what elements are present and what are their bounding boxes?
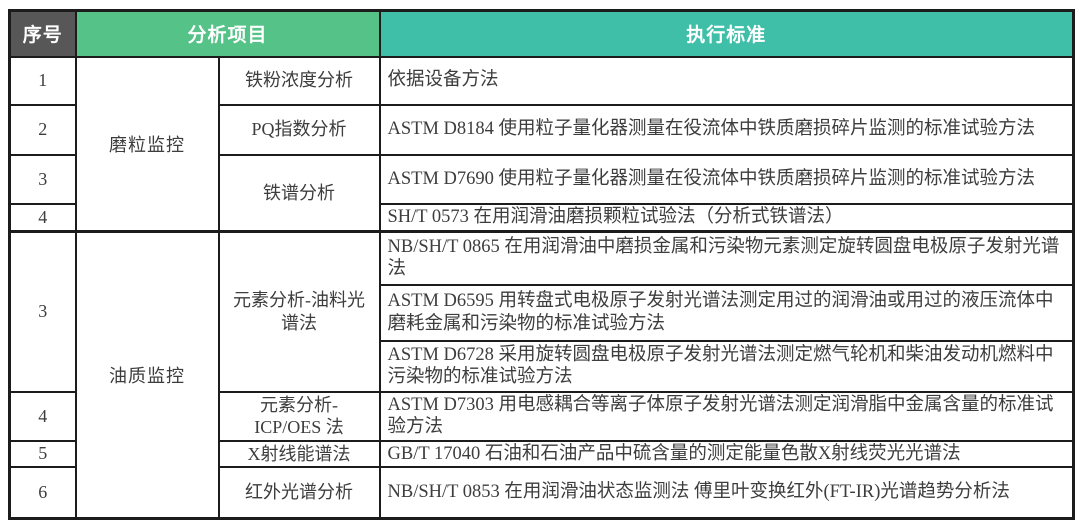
standard-cell: ASTM D8184 使用粒子量化器测量在役流体中铁质磨损碎片监测的标准试验方法 bbox=[378, 103, 1075, 156]
table-row: 4 SH/T 0573 在用润滑油磨损颗粒试验法（分析式铁谱法） bbox=[8, 202, 1075, 233]
table-row: 3 铁谱分析 ASTM D7690 使用粒子量化器测量在役流体中铁质磨损碎片监测… bbox=[8, 153, 1075, 233]
method-cell: 铁谱分析 bbox=[217, 153, 381, 233]
standard-cell: NB/SH/T 0865 在用润滑油中磨损金属和污染物元素测定旋转圆盘电极原子发… bbox=[378, 230, 1075, 286]
method-cell: PQ指数分析 bbox=[217, 103, 381, 156]
table-row: ASTM D6595 用转盘式电极原子发射光谱法测定用过的润滑油或用过的液压流体… bbox=[10, 283, 1075, 342]
standard-cell: GB/T 17040 石油和石油产品中硫含量的测定能量色散X射线荧光光谱法 bbox=[378, 439, 1075, 468]
group-cell: 油质监控 bbox=[74, 230, 220, 519]
header-row: 序号 分析项目 执行标准 bbox=[8, 9, 1075, 58]
method-cell: 元素分析-油料光谱法 bbox=[217, 230, 381, 393]
header-index: 序号 bbox=[8, 9, 77, 58]
table-row: ASTM D6728 采用旋转圆盘电极原子发射光谱法测定燃气轮机和柴油发动机燃料… bbox=[10, 339, 1075, 393]
table-row: 6 红外光谱分析 NB/SH/T 0853 在用润滑油状态监测法 傅里叶变换红外… bbox=[8, 466, 1075, 519]
seq-cell: 1 bbox=[8, 55, 77, 106]
analysis-standards-table: 序号 分析项目 执行标准 1 磨粒监控 铁粉浓度分析 依据设备方法 2 PQ指数… bbox=[8, 9, 1076, 520]
page: 序号 分析项目 执行标准 1 磨粒监控 铁粉浓度分析 依据设备方法 2 PQ指数… bbox=[8, 9, 1076, 520]
seq-cell: 3 bbox=[8, 153, 77, 205]
table-row: 5 X射线能谱法 GB/T 17040 石油和石油产品中硫含量的测定能量色散X射… bbox=[8, 439, 1075, 468]
standard-cell: NB/SH/T 0853 在用润滑油状态监测法 傅里叶变换红外(FT-IR)光谱… bbox=[378, 466, 1075, 519]
standard-cell: ASTM D7303 用电感耦合等离子体原子发射光谱法测定润滑脂中金属含量的标准… bbox=[378, 390, 1075, 442]
table-row: 1 磨粒监控 铁粉浓度分析 依据设备方法 bbox=[8, 55, 1075, 233]
method-cell: 铁粉浓度分析 bbox=[217, 55, 381, 106]
seq-cell: 2 bbox=[8, 103, 77, 156]
seq-cell: 3 bbox=[8, 230, 77, 393]
standard-cell: 依据设备方法 bbox=[378, 55, 1075, 106]
seq-cell: 5 bbox=[8, 439, 77, 468]
seq-cell: 6 bbox=[8, 466, 77, 519]
header-analysis: 分析项目 bbox=[74, 9, 381, 58]
seq-cell: 4 bbox=[8, 390, 77, 442]
table-row: 4 元素分析-ICP/OES 法 ASTM D7303 用电感耦合等离子体原子发… bbox=[8, 390, 1075, 442]
method-cell: 元素分析-ICP/OES 法 bbox=[217, 390, 381, 442]
standard-cell: SH/T 0573 在用润滑油磨损颗粒试验法（分析式铁谱法） bbox=[378, 202, 1075, 233]
method-cell: X射线能谱法 bbox=[217, 439, 381, 468]
header-standard: 执行标准 bbox=[378, 9, 1075, 58]
table-row: 3 油质监控 元素分析-油料光谱法 NB/SH/T 0865 在用润滑油中磨损金… bbox=[8, 230, 1075, 519]
seq-cell: 4 bbox=[8, 202, 77, 233]
standard-cell: ASTM D7690 使用粒子量化器测量在役流体中铁质磨损碎片监测的标准试验方法 bbox=[378, 153, 1075, 205]
standard-cell: ASTM D6728 采用旋转圆盘电极原子发射光谱法测定燃气轮机和柴油发动机燃料… bbox=[378, 339, 1075, 393]
method-cell: 红外光谱分析 bbox=[217, 466, 381, 519]
table-row: 2 PQ指数分析 ASTM D8184 使用粒子量化器测量在役流体中铁质磨损碎片… bbox=[8, 103, 1075, 156]
standard-cell: ASTM D6595 用转盘式电极原子发射光谱法测定用过的润滑油或用过的液压流体… bbox=[378, 283, 1075, 342]
group-cell: 磨粒监控 bbox=[74, 55, 220, 233]
